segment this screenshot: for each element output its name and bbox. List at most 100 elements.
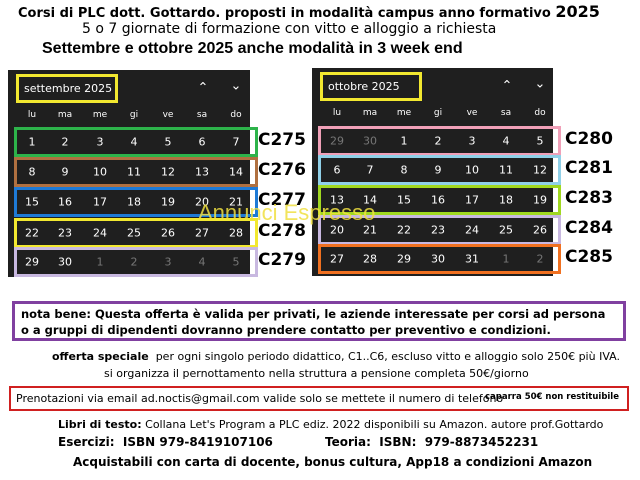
- day: 21: [363, 223, 377, 237]
- header-text: Corsi di PLC dott. Gottardo. proposti in…: [18, 6, 551, 21]
- day: 7: [232, 135, 240, 149]
- weekday: lu: [27, 110, 37, 120]
- th-isbn: 979-8873452231: [424, 435, 539, 449]
- day: 9: [61, 165, 69, 179]
- day: 16: [431, 193, 445, 207]
- day: 29: [25, 255, 39, 269]
- day: 3: [96, 135, 104, 149]
- day: 5: [536, 134, 544, 148]
- deposit: caparra 50€ non restituibile: [485, 392, 619, 402]
- day: 7: [366, 163, 374, 177]
- day: 13: [195, 165, 209, 179]
- note: nota bene: Questa offerta è valida per p…: [21, 307, 606, 337]
- weekday: do: [230, 110, 242, 120]
- day: 6: [198, 135, 206, 149]
- month-label: ottobre 2025: [328, 80, 400, 93]
- day: 6: [333, 163, 341, 177]
- week-code: C275: [258, 130, 306, 150]
- week-highlight: [318, 155, 561, 185]
- day: 24: [93, 226, 107, 240]
- week-highlight: [14, 247, 258, 277]
- week-highlight: [318, 185, 561, 215]
- header-line: 5 o 7 giornate di formazione con vitto e…: [82, 21, 497, 37]
- day: 14: [229, 165, 243, 179]
- day: 1: [28, 135, 36, 149]
- day: 23: [431, 223, 445, 237]
- day: 29: [330, 134, 344, 148]
- note-box: nota bene: Questa offerta è valida per p…: [12, 301, 626, 341]
- day: 11: [499, 163, 513, 177]
- day: 26: [161, 226, 175, 240]
- day: 10: [93, 165, 107, 179]
- th-label: Teoria:: [325, 435, 371, 449]
- weekday: me: [92, 110, 108, 120]
- header-year: 2025: [197, 40, 234, 57]
- day: 27: [330, 252, 344, 266]
- weekday: sa: [196, 110, 208, 120]
- week-highlight: [14, 127, 258, 157]
- day: 16: [58, 195, 72, 209]
- day: 29: [397, 252, 411, 266]
- day: 31: [465, 252, 479, 266]
- next-button[interactable]: ⌄: [534, 76, 546, 92]
- day: 30: [363, 134, 377, 148]
- week-highlight: [14, 187, 258, 217]
- week-highlight: [318, 126, 561, 156]
- next-button[interactable]: ⌄: [230, 78, 242, 94]
- week-code: C279: [258, 250, 306, 270]
- day: 4: [502, 134, 510, 148]
- day: 4: [130, 135, 138, 149]
- booking-box: Prenotazioni via email ad.noctis@gmail.c…: [9, 386, 629, 411]
- booking-text: Prenotazioni via email ad.noctis@gmail.c…: [16, 392, 504, 405]
- weekday: ve: [466, 108, 478, 118]
- month-highlight: [320, 72, 422, 101]
- day: 18: [127, 195, 141, 209]
- weekday: me: [396, 108, 412, 118]
- day: 12: [161, 165, 175, 179]
- prev-button[interactable]: ⌃: [501, 78, 513, 94]
- week-code: C285: [565, 247, 613, 267]
- day: 18: [499, 193, 513, 207]
- isbn-line: Esercizi: ISBN 979-8419107106: [58, 435, 273, 449]
- weekday: gi: [129, 110, 139, 120]
- day: 17: [93, 195, 107, 209]
- day: 5: [164, 135, 172, 149]
- books-line: Libri di testo: Collana Let's Program a …: [58, 418, 603, 431]
- weekday: do: [534, 108, 546, 118]
- day: 28: [229, 226, 243, 240]
- books-label: Libri di testo:: [58, 418, 142, 431]
- weekday: ma: [57, 110, 73, 120]
- day: 25: [127, 226, 141, 240]
- day: 14: [363, 193, 377, 207]
- day: 23: [58, 226, 72, 240]
- weekday: sa: [500, 108, 512, 118]
- books-text: Collana Let's Program a PLC ediz. 2022 d…: [145, 418, 604, 431]
- day: 28: [363, 252, 377, 266]
- day: 2: [130, 255, 138, 269]
- week-code: C281: [565, 158, 613, 178]
- day: 30: [58, 255, 72, 269]
- month-highlight: [16, 74, 118, 103]
- day: 8: [28, 165, 36, 179]
- week-code: C284: [565, 218, 613, 238]
- ex-isbn: ISBN 979-8419107106: [122, 435, 273, 449]
- weekday: lu: [332, 108, 342, 118]
- calendar: settembre 2025 ⌃ ⌄ lu ma me gi ve sa do 1 2 3 4 5 6 7 8 9 1…: [8, 70, 250, 277]
- day: 12: [533, 163, 547, 177]
- day: 2: [536, 252, 544, 266]
- th-isbn-label: ISBN:: [379, 435, 417, 449]
- watermark: Annunci Espresso: [198, 200, 376, 225]
- day: 22: [397, 223, 411, 237]
- day: 24: [465, 223, 479, 237]
- day: 26: [533, 223, 547, 237]
- header-line: Corsi di PLC dott. Gottardo. proposti in…: [18, 2, 600, 21]
- prev-button[interactable]: ⌃: [197, 80, 209, 96]
- day: 11: [127, 165, 141, 179]
- day: 8: [400, 163, 408, 177]
- month-label: settembre 2025: [24, 82, 113, 95]
- calendar: ottobre 2025 ⌃ ⌄ lu ma me gi ve sa do 29 30 1 2 3 4 5 6 7 8…: [312, 68, 553, 276]
- day: 2: [61, 135, 69, 149]
- day: 2: [434, 134, 442, 148]
- weekday: ve: [162, 110, 174, 120]
